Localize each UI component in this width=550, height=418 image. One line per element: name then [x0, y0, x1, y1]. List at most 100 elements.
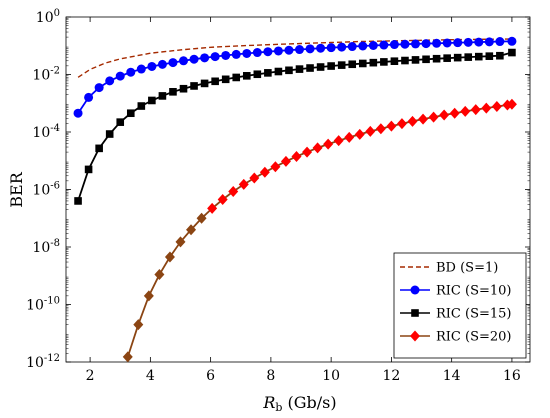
x-tick-label-7: 16 — [503, 368, 521, 384]
data-point-1-2 — [94, 83, 104, 93]
data-point-2-23 — [316, 63, 325, 71]
data-point-3-20 — [333, 135, 344, 147]
x-tick-label-1: 4 — [146, 368, 155, 384]
data-point-2-26 — [348, 60, 357, 69]
series-3 — [122, 98, 517, 363]
data-point-1-29 — [379, 40, 389, 50]
data-point-2-13 — [211, 77, 219, 86]
data-point-1-31 — [400, 39, 410, 49]
legend-marker-1 — [410, 285, 420, 295]
data-point-2-8 — [158, 92, 167, 100]
data-point-2-3 — [105, 130, 114, 138]
data-point-3-6 — [186, 224, 197, 236]
x-tick-label-5: 12 — [382, 368, 400, 384]
data-point-2-0 — [74, 197, 82, 205]
legend-box — [393, 252, 527, 359]
data-point-2-7 — [148, 96, 156, 105]
x-tick-label-3: 8 — [266, 368, 275, 384]
data-point-2-14 — [221, 75, 230, 84]
data-point-2-10 — [179, 84, 188, 93]
y-tick-label-3: 10-6 — [32, 181, 60, 199]
data-point-1-13 — [210, 52, 220, 62]
data-point-1-19 — [273, 46, 283, 56]
data-point-3-5 — [175, 236, 186, 248]
data-point-2-18 — [264, 69, 272, 77]
data-point-1-32 — [411, 39, 421, 49]
data-point-1-10 — [179, 56, 189, 66]
data-point-3-37 — [506, 98, 517, 110]
data-point-1-28 — [368, 41, 378, 51]
data-point-2-15 — [232, 73, 241, 82]
data-point-3-4 — [164, 251, 175, 263]
data-point-1-14 — [221, 50, 231, 60]
data-point-3-29 — [428, 111, 439, 123]
data-point-2-25 — [337, 61, 346, 69]
y-tick-label-5: 10-10 — [26, 296, 60, 314]
data-point-3-19 — [323, 138, 334, 150]
y-tick-label-6: 10-12 — [26, 353, 60, 371]
legend-marker-2 — [411, 309, 419, 317]
legend-label-0: BD (S=1) — [436, 261, 498, 276]
data-point-1-5 — [126, 67, 136, 77]
data-point-2-36 — [453, 53, 462, 62]
legend-label-3: RIC (S=20) — [436, 330, 512, 345]
data-point-1-30 — [389, 40, 399, 50]
data-point-1-16 — [242, 48, 252, 58]
data-point-3-2 — [143, 290, 154, 302]
data-point-2-27 — [358, 59, 367, 68]
data-point-1-8 — [157, 59, 167, 69]
data-point-3-25 — [386, 120, 397, 132]
y-tick-label-2: 10-4 — [32, 123, 60, 141]
data-point-3-10 — [228, 186, 239, 198]
data-point-3-18 — [312, 142, 323, 154]
data-point-1-18 — [263, 47, 273, 57]
data-point-2-32 — [411, 56, 420, 64]
data-point-3-23 — [365, 125, 376, 137]
data-point-1-38 — [474, 37, 484, 47]
x-tick-label-4: 10 — [322, 368, 340, 384]
data-point-2-9 — [169, 88, 177, 96]
legend-label-2: RIC (S=15) — [436, 307, 512, 322]
data-point-2-39 — [485, 52, 494, 60]
data-point-1-25 — [337, 42, 347, 52]
data-point-3-34 — [481, 102, 492, 114]
data-point-1-9 — [168, 58, 178, 68]
data-point-1-11 — [189, 54, 199, 64]
data-point-1-24 — [326, 43, 336, 53]
y-axis-label: BER — [7, 171, 26, 207]
x-axis-label-subscript: b — [275, 401, 282, 414]
data-point-3-26 — [396, 118, 407, 130]
data-point-3-8 — [207, 202, 218, 214]
data-point-3-16 — [291, 151, 302, 163]
data-point-3-7 — [196, 212, 207, 224]
data-point-3-35 — [491, 101, 502, 113]
x-axis-label-unit: (Gb/s) — [282, 393, 336, 412]
data-point-1-26 — [347, 42, 357, 52]
data-point-3-32 — [460, 105, 471, 117]
series-1 — [73, 36, 517, 118]
x-axis-label: Rb (Gb/s) — [262, 393, 336, 414]
data-point-3-22 — [354, 128, 365, 140]
series-0 — [77, 38, 512, 78]
data-point-3-14 — [270, 161, 281, 173]
data-point-2-34 — [432, 54, 441, 63]
data-point-2-38 — [474, 52, 483, 61]
x-tick-label-0: 2 — [86, 368, 95, 384]
data-point-2-6 — [137, 102, 146, 110]
data-point-2-16 — [242, 72, 251, 80]
legend: BD (S=1) RIC (S=10) RIC (S=15) RIC (S=20) — [393, 252, 527, 359]
data-point-2-24 — [327, 62, 335, 70]
data-point-1-40 — [495, 37, 505, 47]
data-point-1-36 — [453, 38, 463, 48]
data-point-2-37 — [464, 53, 473, 61]
data-point-3-31 — [449, 107, 460, 119]
data-point-1-4 — [115, 71, 125, 81]
data-point-1-0 — [73, 108, 83, 118]
data-point-3-33 — [470, 104, 481, 116]
data-point-2-21 — [295, 65, 304, 73]
data-point-1-1 — [84, 92, 94, 102]
data-point-1-20 — [284, 45, 294, 55]
data-point-2-22 — [306, 64, 314, 72]
data-point-1-39 — [484, 37, 494, 47]
